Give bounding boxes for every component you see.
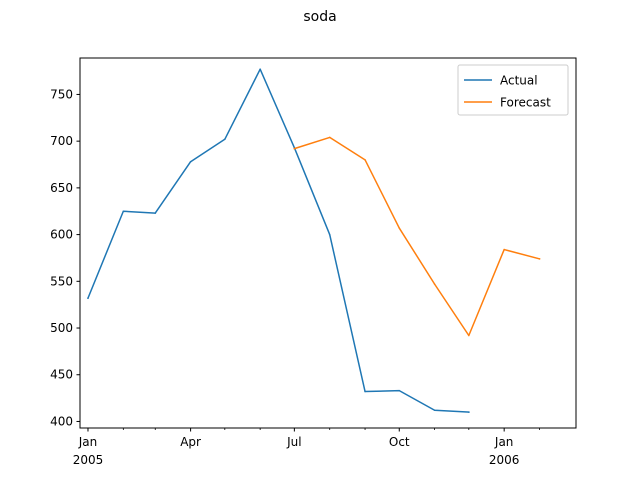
y-tick-label: 700 xyxy=(50,134,73,148)
data-point-actual xyxy=(224,138,226,141)
data-point-forecast xyxy=(538,258,541,260)
data-point-actual xyxy=(468,411,470,413)
x-tick-label: Apr xyxy=(180,435,201,449)
data-point-forecast xyxy=(328,136,331,139)
y-tick-label: 600 xyxy=(50,228,73,242)
chart-title: soda xyxy=(303,9,336,25)
data-point-forecast xyxy=(468,334,470,337)
data-point-actual xyxy=(433,409,436,411)
x-axis: Jan 2005 Apr Jul Oct Jan 2006 xyxy=(73,428,540,467)
data-point-forecast xyxy=(433,283,436,285)
data-point-actual xyxy=(87,297,89,299)
data-point-actual xyxy=(364,390,366,393)
x-tick-label: Jan xyxy=(494,435,514,449)
data-point-actual xyxy=(189,160,192,163)
data-point-actual xyxy=(122,210,125,212)
data-point-actual xyxy=(328,233,331,236)
y-tick-label: 550 xyxy=(50,274,73,288)
series-layer xyxy=(87,68,541,413)
legend-label-actual: Actual xyxy=(500,74,538,88)
data-point-forecast xyxy=(503,248,505,251)
y-tick-label: 500 xyxy=(50,321,73,335)
x-tick-sublabel: 2005 xyxy=(73,453,104,467)
series-line-actual xyxy=(87,68,470,413)
y-tick-label: 650 xyxy=(50,181,73,195)
x-tick-sublabel: 2006 xyxy=(489,453,520,467)
y-tick-label: 450 xyxy=(50,368,73,382)
data-point-forecast xyxy=(398,227,401,229)
x-tick-label: Jan xyxy=(78,435,98,449)
data-point-actual xyxy=(154,212,157,214)
y-tick-label: 750 xyxy=(50,87,73,101)
x-tick-label: Jul xyxy=(286,435,301,449)
data-point-forecast xyxy=(293,147,296,150)
x-tick-label: Oct xyxy=(389,435,410,449)
y-axis: 400 450 500 550 600 650 700 750 xyxy=(50,87,80,428)
data-point-actual xyxy=(398,389,401,392)
y-tick-label: 400 xyxy=(50,414,73,428)
data-point-actual xyxy=(259,68,261,70)
data-point-forecast xyxy=(364,159,366,161)
legend: Actual Forecast xyxy=(457,64,569,116)
series-line-forecast xyxy=(293,136,541,337)
plot-frame xyxy=(79,57,577,429)
legend-label-forecast: Forecast xyxy=(500,96,551,110)
